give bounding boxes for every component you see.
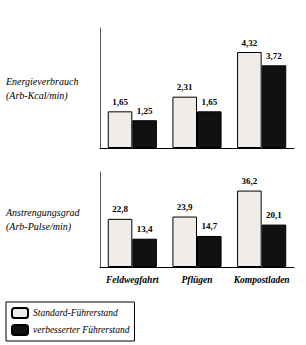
svg-text:2,31: 2,31 xyxy=(177,82,193,92)
svg-text:Energieverbrauch: Energieverbrauch xyxy=(5,76,78,87)
svg-text:3,72: 3,72 xyxy=(266,51,282,61)
svg-text:Standard-Führerstand: Standard-Führerstand xyxy=(33,308,118,318)
svg-text:1,65: 1,65 xyxy=(201,97,217,107)
svg-text:Anstrengungsgrad: Anstrengungsgrad xyxy=(5,207,81,218)
svg-text:36,2: 36,2 xyxy=(242,176,258,186)
svg-text:23,9: 23,9 xyxy=(177,202,193,212)
svg-text:22,8: 22,8 xyxy=(112,204,128,214)
svg-text:verbesserter Führerstand: verbesserter Führerstand xyxy=(33,325,130,335)
svg-text:Pflügen: Pflügen xyxy=(181,275,212,285)
svg-text:1,65: 1,65 xyxy=(112,97,128,107)
svg-text:13,4: 13,4 xyxy=(137,224,153,234)
svg-text:(Arb-Kcal/min): (Arb-Kcal/min) xyxy=(6,90,68,102)
svg-text:Feldwegfahrt: Feldwegfahrt xyxy=(105,275,159,285)
svg-text:4,32: 4,32 xyxy=(242,38,258,48)
svg-text:(Arb-Pulse/min): (Arb-Pulse/min) xyxy=(6,221,72,233)
svg-text:14,7: 14,7 xyxy=(201,221,217,231)
svg-text:1,25: 1,25 xyxy=(137,106,153,116)
svg-text:20,1: 20,1 xyxy=(266,210,282,220)
svg-text:Kompostladen: Kompostladen xyxy=(233,275,290,285)
